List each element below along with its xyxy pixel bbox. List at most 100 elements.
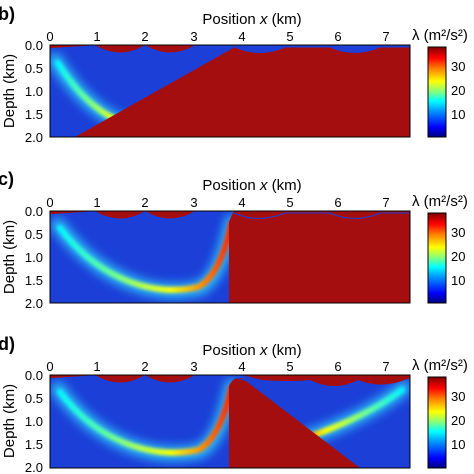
colorbar-tick-labels: 30 20 10	[451, 59, 465, 122]
x-tick-label: 2	[141, 29, 148, 44]
colorbar-tick-label: 20	[451, 249, 465, 264]
heatmap	[50, 211, 410, 303]
x-tick-label: 4	[238, 29, 245, 44]
x-tick-label: 6	[334, 359, 341, 374]
x-tick-labels: 0 1 2 3 4 5 6 7	[46, 195, 389, 210]
x-tick-label: 0	[46, 29, 53, 44]
vertical-reflector	[229, 211, 410, 303]
x-tick-label: 1	[93, 29, 100, 44]
panel-c: c) Position x (km) 0 1 2 3 4 5 6 7 Depth…	[0, 169, 468, 311]
panel-label: d)	[0, 334, 15, 354]
heatmap	[50, 375, 410, 468]
x-tick-labels: 0 1 2 3 4 5 6 7	[46, 359, 389, 374]
surface-topography	[50, 45, 235, 53]
y-tick-label: 1.5	[25, 107, 43, 122]
x-axis-title-prefix: Position	[202, 177, 260, 194]
y-tick-labels: 0.0 0.5 1.0 1.5 2.0	[25, 204, 43, 311]
y-tick-labels: 0.0 0.5 1.0 1.5 2.0	[25, 368, 43, 474]
surface-topography	[50, 375, 236, 383]
y-tick-label: 0.0	[25, 38, 43, 53]
x-axis-title-var: x	[259, 342, 268, 359]
colorbar-tick-label: 10	[451, 437, 465, 452]
x-axis-title-suffix: (km)	[267, 177, 301, 194]
panel-label: b)	[0, 4, 15, 24]
colorbar-tick-labels: 30 20 10	[451, 389, 465, 452]
y-tick-label: 1.0	[25, 84, 43, 99]
x-tick-label: 3	[190, 359, 197, 374]
x-tick-label: 7	[382, 359, 389, 374]
beam-core	[57, 221, 234, 293]
x-tick-label: 6	[334, 195, 341, 210]
x-tick-label: 1	[93, 195, 100, 210]
panel-d: d) Position x (km) 0 1 2 3 4 5 6 7 Depth…	[0, 334, 468, 474]
surface-trace	[235, 377, 263, 383]
colorbar	[427, 212, 447, 304]
colorbar-tick-label: 10	[451, 273, 465, 288]
y-tick-label: 1.0	[25, 250, 43, 265]
y-tick-label: 2.0	[25, 460, 43, 474]
sloping-reflector	[75, 47, 410, 137]
x-tick-label: 0	[46, 195, 53, 210]
x-axis-title-prefix: Position	[202, 342, 260, 359]
x-axis-title-suffix: (km)	[267, 342, 301, 359]
colorbar-tick-label: 30	[451, 225, 465, 240]
x-tick-label: 1	[93, 359, 100, 374]
x-tick-label: 4	[238, 359, 245, 374]
beam-core	[57, 385, 234, 456]
x-axis-title: Position x (km)	[202, 177, 301, 194]
heatmap	[50, 45, 410, 137]
surface-topography	[242, 375, 410, 386]
colorbar-tick-label: 10	[451, 107, 465, 122]
colorbar-tick-label: 30	[451, 389, 465, 404]
x-tick-label: 5	[286, 359, 293, 374]
plot-frame	[49, 374, 411, 469]
x-tick-label: 5	[286, 29, 293, 44]
colorbar-tick-label: 20	[451, 413, 465, 428]
x-tick-label: 4	[238, 195, 245, 210]
surface-trace	[233, 212, 410, 219]
x-axis-title: Position x (km)	[202, 342, 301, 359]
x-axis-title-suffix: (km)	[267, 11, 301, 28]
y-tick-label: 2.0	[25, 296, 43, 311]
y-axis-title: Depth (km)	[1, 384, 18, 458]
panel-b: b) Position x (km) 0 1 2 3 4 5 6 7 Depth…	[0, 4, 468, 145]
colorbar-title: λ (m²/s²)	[412, 193, 468, 210]
colorbar-tick-label: 30	[451, 59, 465, 74]
y-tick-labels: 0.0 0.5 1.0 1.5 2.0	[25, 38, 43, 145]
plot-frame	[49, 44, 411, 138]
colorbar	[427, 46, 447, 138]
x-tick-label: 3	[190, 29, 197, 44]
y-tick-label: 0.5	[25, 61, 43, 76]
x-tick-labels: 0 1 2 3 4 5 6 7	[46, 29, 389, 44]
y-tick-label: 2.0	[25, 130, 43, 145]
colorbar	[427, 376, 447, 469]
x-tick-label: 0	[46, 359, 53, 374]
y-tick-label: 0.5	[25, 391, 43, 406]
colorbar-tick-labels: 30 20 10	[451, 225, 465, 288]
x-tick-label: 7	[382, 195, 389, 210]
colorbar-tick-label: 20	[451, 83, 465, 98]
y-tick-label: 1.5	[25, 437, 43, 452]
vertical-reflector	[229, 378, 360, 468]
x-tick-label: 2	[141, 195, 148, 210]
x-axis-title-var: x	[259, 177, 268, 194]
y-axis-title: Depth (km)	[1, 54, 18, 128]
x-axis-title: Position x (km)	[202, 11, 301, 28]
colorbar-title: λ (m²/s²)	[412, 357, 468, 374]
plot-frame	[49, 210, 411, 304]
panel-label: c)	[0, 169, 14, 189]
x-tick-label: 2	[141, 359, 148, 374]
surface-topography	[50, 211, 232, 219]
y-tick-label: 0.0	[25, 204, 43, 219]
y-tick-label: 0.0	[25, 368, 43, 383]
y-tick-label: 0.5	[25, 227, 43, 242]
y-tick-label: 1.5	[25, 273, 43, 288]
x-tick-label: 7	[382, 29, 389, 44]
x-tick-label: 3	[190, 195, 197, 210]
y-tick-label: 1.0	[25, 414, 43, 429]
x-tick-label: 6	[334, 29, 341, 44]
x-axis-title-var: x	[259, 11, 268, 28]
colorbar-title: λ (m²/s²)	[412, 27, 468, 44]
surface-trace	[234, 46, 410, 53]
y-axis-title: Depth (km)	[1, 220, 18, 294]
